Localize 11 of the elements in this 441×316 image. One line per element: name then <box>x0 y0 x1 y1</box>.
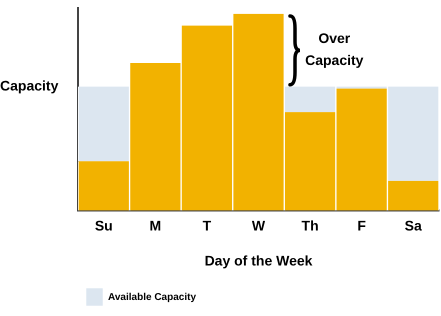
x-axis-title: Day of the Week <box>204 252 313 268</box>
text: Capacity <box>0 77 59 94</box>
annotation: Over Capacity <box>305 30 364 68</box>
legend-label: Available Capacity <box>108 292 196 303</box>
x-tick-label: Sa <box>404 218 422 234</box>
x-tick-label: T <box>202 218 212 234</box>
x-tick-label: F <box>357 218 366 234</box>
x-tick-label: Su <box>94 218 113 234</box>
x-tick-label: Th <box>302 218 319 234</box>
x-tick-label: M <box>150 218 162 234</box>
x-tick-label: W <box>252 218 266 234</box>
